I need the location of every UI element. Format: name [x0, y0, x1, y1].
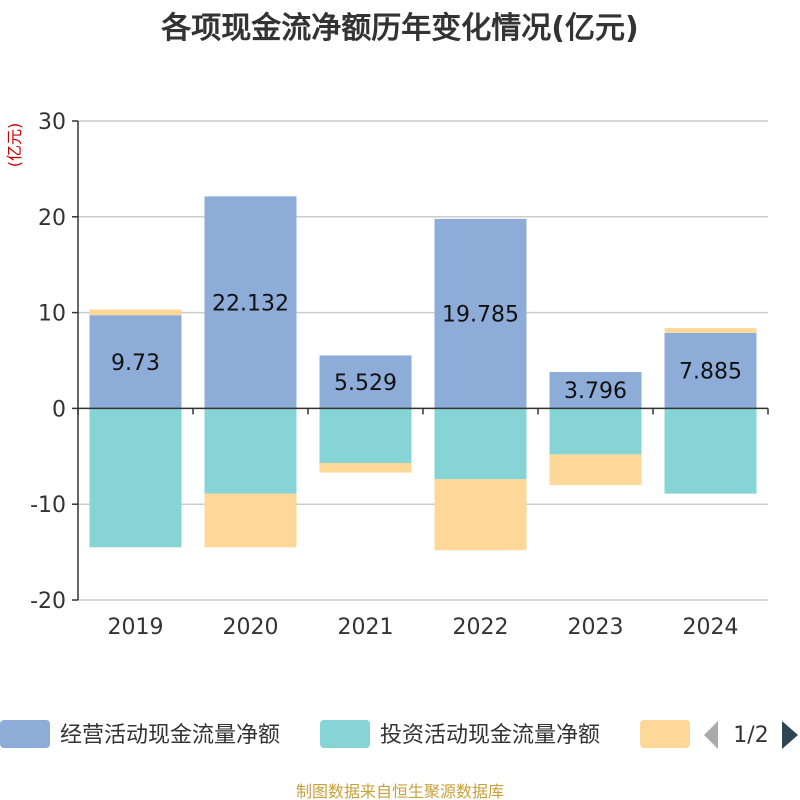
y-tick-label: 10: [38, 302, 66, 327]
bar-2022-series-1[interactable]: [434, 218, 527, 409]
labels: 9.73 22.132 5.529 19.785 3.796 7.885: [111, 291, 742, 404]
bar-value-label: 3.796: [564, 379, 627, 404]
bar-2021-series-1[interactable]: [319, 355, 412, 409]
bar-2019-series-1[interactable]: [89, 315, 182, 409]
x-tick-label: 2020: [223, 615, 279, 640]
bar-2023-series-2[interactable]: [549, 408, 642, 455]
legend-next-icon[interactable]: [782, 721, 798, 749]
bar-value-label: 19.785: [442, 303, 519, 328]
legend-swatch[interactable]: [0, 720, 50, 748]
legend-swatch[interactable]: [640, 720, 690, 748]
bar-2021-series-2[interactable]: [319, 408, 412, 464]
bar-2022-series-3[interactable]: [434, 479, 527, 551]
legend-label[interactable]: 投资活动现金流量净额: [380, 723, 600, 748]
x-tick-label: 2019: [108, 615, 164, 640]
bar-2023-series-3[interactable]: [549, 454, 642, 486]
x-tick-label: 2024: [683, 615, 739, 640]
axes: 30 20 10 0 -10 -20 2019 2020 2021 2022 2023 2024: [30, 110, 769, 640]
x-tick-label: 2023: [568, 615, 624, 640]
y-axis-label: (亿元): [5, 123, 24, 168]
bars: [89, 196, 757, 551]
legend-label[interactable]: 经营活动现金流量净额: [60, 723, 280, 748]
bar-2019-series-3[interactable]: [89, 309, 182, 316]
bar-value-label: 7.885: [679, 360, 742, 385]
bar-2024-series-1[interactable]: [664, 332, 757, 409]
bar-2021-series-3[interactable]: [319, 463, 412, 473]
legend-page-indicator: 1/2: [733, 723, 768, 748]
y-tick-label: -10: [30, 493, 66, 518]
y-tick-label: -20: [30, 589, 66, 614]
bar-2020-series-2[interactable]: [204, 408, 297, 494]
x-tick-label: 2022: [453, 615, 509, 640]
x-tick-label: 2021: [338, 615, 394, 640]
legend-swatch[interactable]: [320, 720, 370, 748]
bar-value-label: 5.529: [334, 371, 397, 396]
bar-2024-series-2[interactable]: [664, 408, 757, 494]
bar-2024-series-3[interactable]: [664, 328, 757, 333]
grid: [78, 120, 768, 601]
bar-2019-series-2[interactable]: [89, 408, 182, 548]
legend: 经营活动现金流量净额 投资活动现金流量净额 1/2: [0, 720, 798, 749]
bar-value-label: 9.73: [111, 351, 160, 376]
y-tick-label: 0: [52, 397, 66, 422]
bar-value-label: 22.132: [212, 291, 289, 316]
bar-2020-series-1[interactable]: [204, 196, 297, 409]
y-tick-label: 20: [38, 206, 66, 231]
chart-title: 各项现金流净额历年变化情况(亿元): [160, 11, 638, 46]
bar-2022-series-2[interactable]: [434, 408, 527, 480]
bar-2023-series-1[interactable]: [549, 372, 642, 409]
y-tick-label: 30: [38, 110, 66, 135]
source-note: 制图数据来自恒生聚源数据库: [296, 782, 504, 800]
legend-prev-icon[interactable]: [704, 721, 718, 749]
bar-2020-series-3[interactable]: [204, 493, 297, 548]
